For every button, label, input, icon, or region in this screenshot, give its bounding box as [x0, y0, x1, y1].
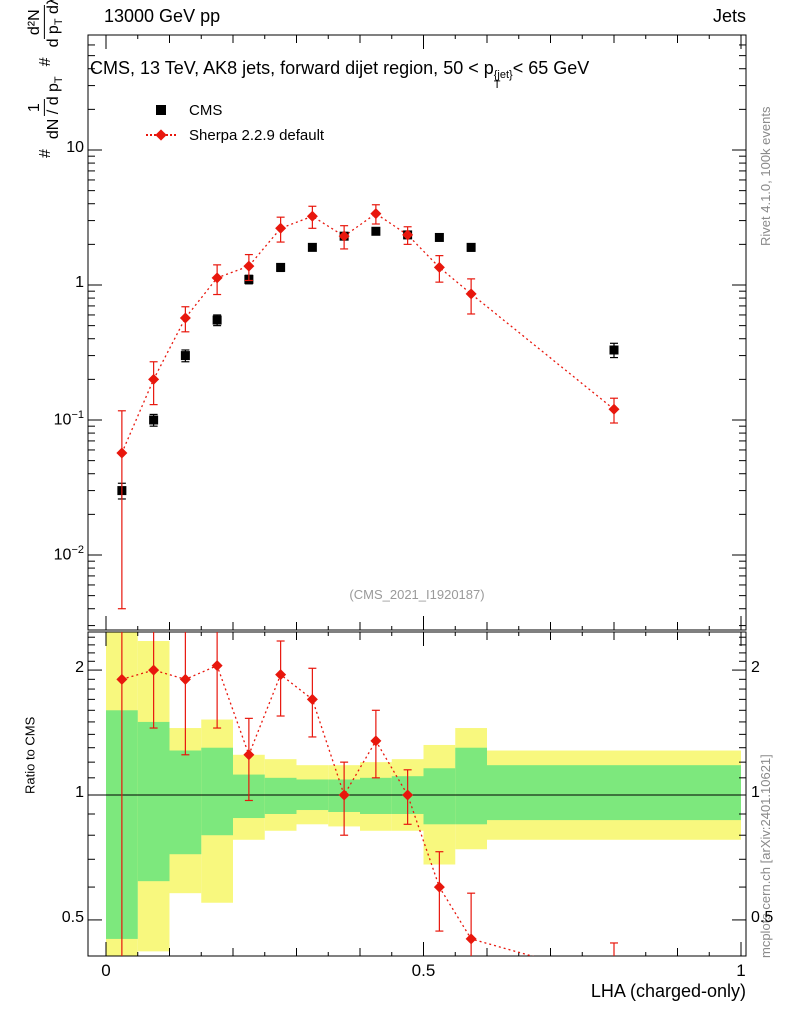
- x-axis-label: LHA (charged-only): [590, 981, 746, 1001]
- ylabel-frac2-num: d²N: [25, 5, 46, 40]
- plot-title-suffix: < 65 GeV: [512, 58, 590, 78]
- ylabel-frac1: 1 dN / d pT: [25, 76, 66, 140]
- analysis-group-label: Jets: [712, 6, 746, 26]
- pt-jet-subscript: T: [493, 79, 501, 92]
- axis-ticks: [88, 35, 746, 956]
- legend-label-cms: CMS: [189, 101, 223, 119]
- xtick-label: 1: [736, 961, 746, 980]
- cms-square-marker-icon: [146, 103, 176, 117]
- sherpa-ratio-series: [116, 632, 618, 956]
- ytick-label: 1: [75, 784, 84, 801]
- legend-item-cms: CMS: [146, 101, 324, 119]
- ytick-label: 2: [75, 659, 84, 677]
- legend: CMS Sherpa 2.2.9 default: [146, 101, 324, 144]
- ytick-r-label: 0.5: [751, 908, 774, 926]
- ylabel-frac2: d²N d pT dλ: [25, 0, 66, 48]
- ytick-label: 10: [66, 139, 84, 156]
- ytick-r-label: 2: [751, 659, 760, 677]
- mcplots-arxiv-label: mcplots.cern.ch [arXiv:2401.10621]: [758, 754, 773, 958]
- rivet-version-label: Rivet 4.1.0, 100k events: [758, 106, 773, 246]
- sherpa-diamond-line-marker-icon: [146, 128, 176, 142]
- beam-energy-label: 13000 GeV pp: [104, 6, 221, 26]
- legend-item-sherpa: Sherpa 2.2.9 default: [146, 126, 324, 144]
- sherpa-line: [121, 212, 615, 454]
- legend-label-sherpa: Sherpa 2.2.9 default: [189, 126, 325, 144]
- ylabel-hash2: #: [37, 57, 54, 67]
- ytick-label: 0.5: [61, 908, 84, 926]
- plot-title: CMS, 13 TeV, AK8 jets, forward dijet reg…: [90, 58, 589, 91]
- plot-title-prefix: CMS, 13 TeV, AK8 jets, forward dijet reg…: [90, 58, 494, 78]
- sherpa-series: [116, 204, 620, 610]
- analysis-id-watermark: (CMS_2021_I1920187): [349, 587, 485, 602]
- pt-jet-superscript: {jet}: [493, 69, 513, 81]
- ytick-r-label: 1: [751, 784, 760, 801]
- xtick-label: 0: [101, 961, 111, 980]
- ytick-label: 10−2: [53, 544, 84, 564]
- ytick-label: 10−1: [53, 409, 84, 429]
- ylabel-frac1-num: 1: [25, 99, 46, 117]
- pt-jet-supsub: {jet} T: [493, 69, 513, 92]
- xtick-label: 0.5: [411, 961, 436, 980]
- ytick-label: 1: [75, 274, 84, 291]
- ylabel-frac2-den: d pT dλ: [45, 0, 66, 48]
- cms-series: [117, 226, 619, 500]
- plot-frames: [87, 34, 747, 957]
- ylabel-frac1-den: dN / d pT: [45, 76, 66, 140]
- ratio-uncertainty-bands: [106, 632, 741, 956]
